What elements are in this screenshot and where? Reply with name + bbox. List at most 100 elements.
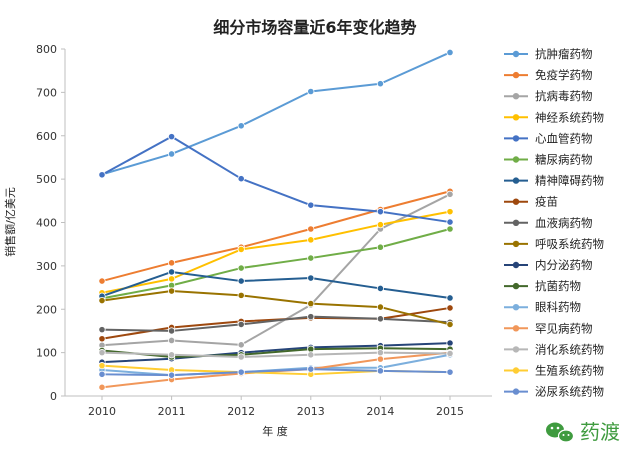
data-point <box>446 320 454 329</box>
y-axis-ticks: 0 100 200 300 400 500 600 700 800 <box>36 43 65 403</box>
data-point <box>446 218 454 226</box>
data-point <box>168 259 176 267</box>
y-tick-label: 100 <box>36 347 57 360</box>
legend-item: 抗肿瘤药物 <box>504 47 593 61</box>
series-6 <box>98 225 454 303</box>
data-point <box>98 335 106 343</box>
legend-item: 疫苗 <box>504 195 558 209</box>
data-point <box>237 368 245 376</box>
legend-label: 心血管药物 <box>535 131 593 145</box>
legend-label: 生殖系统药物 <box>535 364 604 378</box>
data-point <box>307 225 315 233</box>
data-point <box>446 225 454 233</box>
series-line <box>101 270 451 299</box>
x-tick-label: 2013 <box>297 405 325 418</box>
watermark-text: 药渡 <box>580 420 620 444</box>
data-point <box>376 221 384 229</box>
series-line <box>101 290 451 326</box>
data-point <box>307 201 315 209</box>
series-lines <box>98 48 454 391</box>
legend-swatch-marker <box>512 240 520 248</box>
y-tick-label: 600 <box>36 130 57 143</box>
legend-label: 内分泌药物 <box>535 258 593 272</box>
legend-item: 精神障碍药物 <box>504 174 604 188</box>
series-5 <box>98 133 454 226</box>
data-point <box>168 150 176 158</box>
legend-swatch-marker <box>512 93 520 100</box>
series-line <box>101 51 451 176</box>
x-tick-label: 2010 <box>88 405 116 418</box>
data-point <box>98 362 106 370</box>
data-point <box>446 349 454 358</box>
data-point <box>376 303 384 311</box>
legend-swatch-marker <box>512 346 520 353</box>
series-line <box>101 135 451 224</box>
x-tick-label: 2012 <box>227 405 255 418</box>
x-axis-title: 年 度 <box>262 424 288 438</box>
chart-title: 细分市场容量近6年变化趋势 <box>213 18 416 37</box>
data-point <box>168 287 176 295</box>
legend-label: 免疫学药物 <box>535 68 593 82</box>
data-point <box>168 371 176 379</box>
data-point <box>307 274 315 282</box>
data-point <box>376 355 384 363</box>
legend-item: 免疫学药物 <box>504 68 593 82</box>
data-point <box>98 171 106 179</box>
legend-label: 抗病毒药物 <box>535 89 593 103</box>
data-point <box>237 264 245 272</box>
data-point <box>307 313 315 321</box>
data-point <box>98 326 106 334</box>
series-1 <box>98 48 454 178</box>
data-point <box>376 315 384 323</box>
data-point <box>307 351 315 359</box>
legend-swatch-marker <box>512 198 520 205</box>
data-point <box>168 327 176 335</box>
series-7 <box>98 268 454 302</box>
legend-label: 血液病药物 <box>535 216 593 230</box>
legend-label: 泌尿系统药物 <box>535 385 604 399</box>
x-tick-label: 2014 <box>366 405 394 418</box>
wechat-icon <box>546 422 575 443</box>
legend-swatch-marker <box>512 304 520 311</box>
legend-swatch-marker <box>512 177 520 184</box>
data-point <box>168 351 176 359</box>
data-point <box>168 336 176 345</box>
data-point <box>376 80 384 88</box>
data-point <box>376 284 384 293</box>
y-tick-label: 200 <box>36 303 57 316</box>
legend-item: 内分泌药物 <box>504 258 593 272</box>
y-tick-label: 800 <box>36 43 57 56</box>
legend-swatch-marker <box>512 261 520 269</box>
data-point <box>98 296 106 305</box>
y-tick-label: 400 <box>36 217 57 230</box>
series-line <box>101 193 451 347</box>
data-point <box>98 277 106 285</box>
legend-item: 罕见病药物 <box>504 321 593 335</box>
legend-label: 精神障碍药物 <box>535 174 604 188</box>
data-point <box>446 190 454 198</box>
legend-item: 眼科药物 <box>504 300 581 314</box>
legend-item: 神经系统药物 <box>504 110 604 124</box>
data-point <box>98 349 106 357</box>
series-line <box>101 210 451 294</box>
watermark: 药渡 <box>546 420 620 444</box>
y-tick-label: 0 <box>50 390 57 403</box>
legend-swatch-marker <box>512 135 520 142</box>
legend-item: 生殖系统药物 <box>504 364 604 378</box>
data-point <box>376 208 384 216</box>
data-point <box>237 353 245 361</box>
legend: 抗肿瘤药物免疫学药物抗病毒药物神经系统药物心血管药物糖尿病药物精神障碍药物疫苗血… <box>504 47 604 399</box>
legend-item: 心血管药物 <box>504 131 593 145</box>
legend-label: 抗肿瘤药物 <box>535 47 593 61</box>
legend-label: 神经系统药物 <box>535 110 604 124</box>
legend-item: 泌尿系统药物 <box>504 385 604 399</box>
data-point <box>307 365 315 373</box>
legend-item: 抗病毒药物 <box>504 89 593 103</box>
series-line <box>101 368 451 377</box>
series-line <box>101 228 451 300</box>
x-tick-label: 2011 <box>158 405 186 418</box>
series-line <box>101 342 451 364</box>
y-axis-title: 销售额/亿美元 <box>3 187 17 257</box>
legend-swatch-marker <box>512 388 520 395</box>
